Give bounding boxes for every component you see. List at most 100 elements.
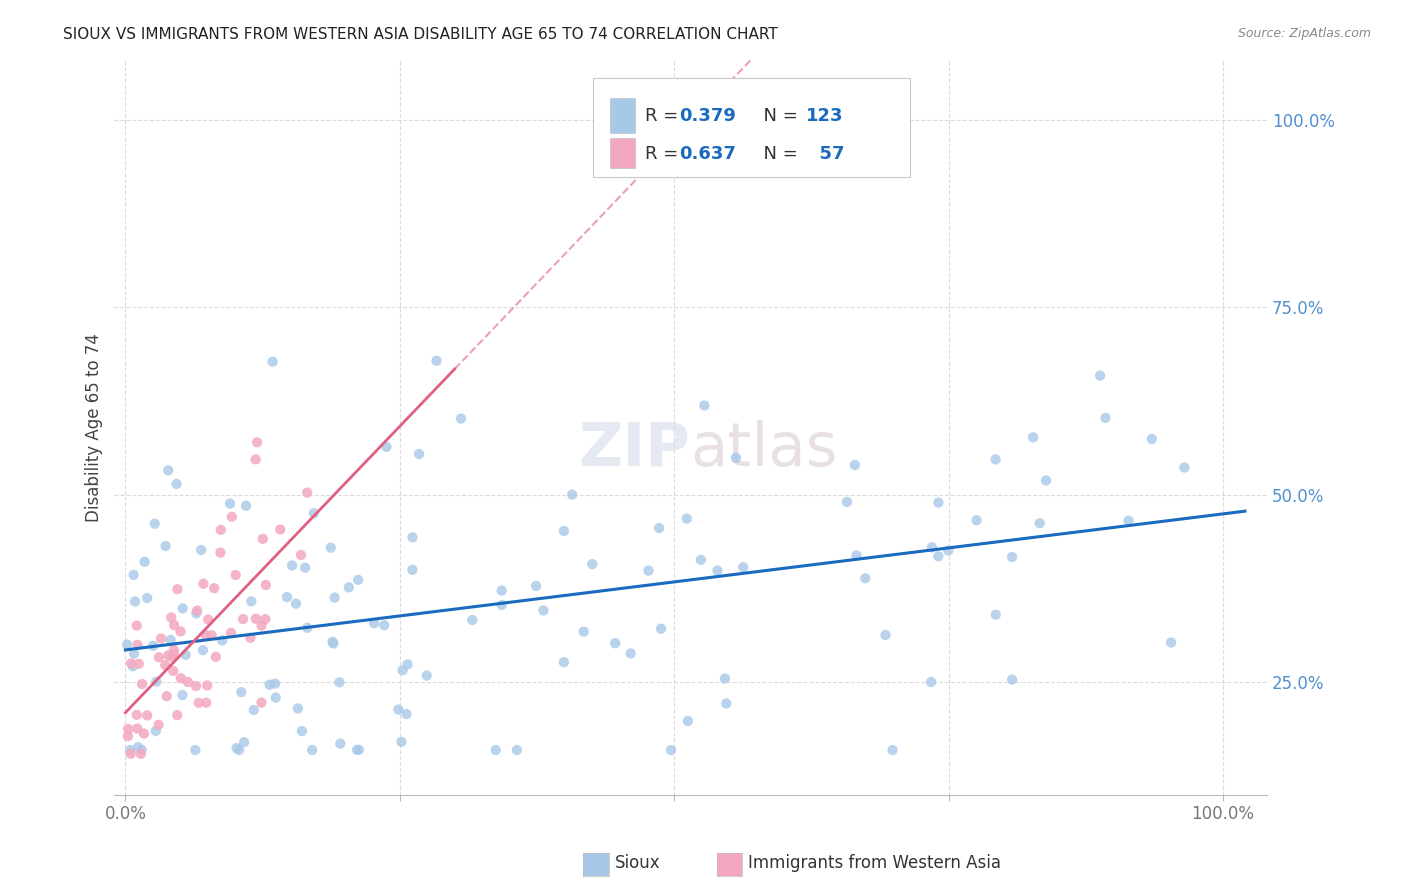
Point	[190, 543, 212, 558]
Point	[195, 696, 218, 710]
Point	[396, 657, 419, 672]
Point	[264, 676, 287, 690]
Point	[984, 607, 1007, 622]
Point	[322, 635, 344, 649]
Point	[201, 628, 224, 642]
Point	[186, 607, 208, 621]
Point	[676, 714, 699, 728]
Text: ZIP: ZIP	[579, 420, 690, 479]
Point	[285, 597, 308, 611]
Point	[163, 648, 186, 662]
Point	[157, 648, 180, 663]
Point	[337, 580, 360, 594]
Point	[281, 558, 304, 573]
Point	[202, 581, 225, 595]
Point	[408, 447, 430, 461]
Point	[131, 743, 153, 757]
Point	[927, 495, 949, 509]
Point	[706, 564, 728, 578]
Point	[572, 624, 595, 639]
Point	[581, 557, 603, 571]
Point	[143, 516, 166, 531]
Point	[1094, 411, 1116, 425]
Point	[1022, 430, 1045, 444]
Point	[221, 509, 243, 524]
Point	[845, 549, 868, 563]
Point	[920, 675, 942, 690]
Point	[245, 612, 267, 626]
Point	[219, 496, 242, 510]
Point	[322, 636, 344, 650]
Point	[716, 697, 738, 711]
Text: R =: R =	[644, 107, 683, 125]
Point	[142, 639, 165, 653]
Point	[250, 696, 273, 710]
Point	[328, 675, 350, 690]
Point	[195, 678, 218, 692]
Point	[561, 488, 583, 502]
Point	[166, 582, 188, 597]
Point	[231, 685, 253, 699]
Point	[136, 591, 159, 605]
Point	[395, 707, 418, 722]
Text: atlas: atlas	[690, 420, 838, 479]
Y-axis label: Disability Age 65 to 74: Disability Age 65 to 74	[86, 333, 103, 522]
Point	[302, 506, 325, 520]
Point	[117, 729, 139, 743]
Point	[524, 579, 547, 593]
Point	[1035, 474, 1057, 488]
Point	[301, 743, 323, 757]
Point	[191, 643, 214, 657]
Point	[169, 624, 191, 639]
Point	[363, 616, 385, 631]
Point	[835, 495, 858, 509]
Point	[620, 647, 643, 661]
Text: N =: N =	[752, 107, 803, 125]
Point	[225, 568, 247, 582]
Point	[387, 703, 409, 717]
Point	[1160, 635, 1182, 649]
Text: SIOUX VS IMMIGRANTS FROM WESTERN ASIA DISABILITY AGE 65 TO 74 CORRELATION CHART: SIOUX VS IMMIGRANTS FROM WESTERN ASIA DI…	[63, 27, 778, 42]
Point	[648, 521, 671, 535]
Point	[209, 523, 232, 537]
Point	[148, 718, 170, 732]
Point	[184, 679, 207, 693]
Point	[177, 675, 200, 690]
Point	[160, 610, 183, 624]
Point	[209, 546, 232, 560]
Point	[170, 671, 193, 685]
Point	[124, 594, 146, 608]
Point	[156, 690, 179, 704]
Point	[127, 722, 149, 736]
Point	[240, 594, 263, 608]
Point	[246, 435, 269, 450]
Point	[121, 659, 143, 673]
Point	[162, 664, 184, 678]
Point	[250, 618, 273, 632]
Point	[127, 638, 149, 652]
FancyBboxPatch shape	[593, 78, 910, 178]
Point	[675, 511, 697, 525]
Point	[426, 353, 449, 368]
Text: R =: R =	[644, 145, 683, 162]
Point	[172, 688, 194, 702]
Point	[461, 613, 484, 627]
Point	[128, 657, 150, 671]
Point	[254, 578, 277, 592]
Point	[346, 743, 368, 757]
Point	[186, 604, 208, 618]
Point	[875, 628, 897, 642]
Point	[401, 530, 423, 544]
Point	[450, 411, 472, 425]
Point	[219, 625, 242, 640]
Point	[391, 735, 413, 749]
Point	[225, 741, 247, 756]
Point	[254, 612, 277, 626]
Point	[150, 632, 173, 646]
Point	[319, 541, 342, 555]
Point	[197, 613, 219, 627]
Point	[122, 647, 145, 661]
Point	[1028, 516, 1050, 531]
Point	[1140, 432, 1163, 446]
Point	[120, 657, 142, 671]
